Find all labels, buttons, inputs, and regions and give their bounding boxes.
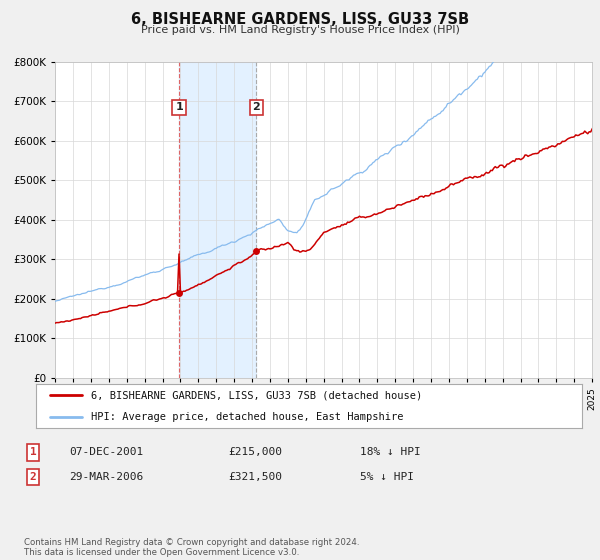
- Text: Contains HM Land Registry data © Crown copyright and database right 2024.
This d: Contains HM Land Registry data © Crown c…: [24, 538, 359, 557]
- Text: 18% ↓ HPI: 18% ↓ HPI: [360, 447, 421, 458]
- Text: 5% ↓ HPI: 5% ↓ HPI: [360, 472, 414, 482]
- Bar: [179, 62, 256, 378]
- Text: 2: 2: [29, 472, 37, 482]
- Text: 29-MAR-2006: 29-MAR-2006: [69, 472, 143, 482]
- Text: 1: 1: [29, 447, 37, 458]
- Text: Price paid vs. HM Land Registry's House Price Index (HPI): Price paid vs. HM Land Registry's House …: [140, 25, 460, 35]
- Text: 6, BISHEARNE GARDENS, LISS, GU33 7SB (detached house): 6, BISHEARNE GARDENS, LISS, GU33 7SB (de…: [91, 390, 422, 400]
- Text: 1: 1: [175, 102, 183, 113]
- Text: 6, BISHEARNE GARDENS, LISS, GU33 7SB: 6, BISHEARNE GARDENS, LISS, GU33 7SB: [131, 12, 469, 27]
- Text: 2: 2: [253, 102, 260, 113]
- Text: £215,000: £215,000: [228, 447, 282, 458]
- Text: 07-DEC-2001: 07-DEC-2001: [69, 447, 143, 458]
- Text: HPI: Average price, detached house, East Hampshire: HPI: Average price, detached house, East…: [91, 412, 403, 422]
- Text: £321,500: £321,500: [228, 472, 282, 482]
